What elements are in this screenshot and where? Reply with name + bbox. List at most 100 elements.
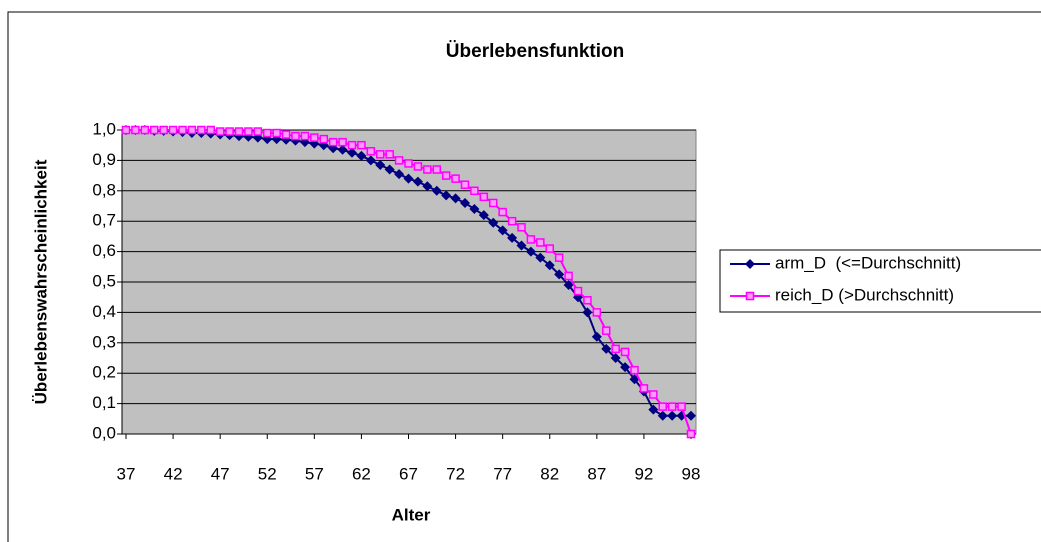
data-point <box>469 204 480 215</box>
y-tick-label: 0,1 <box>92 393 116 412</box>
y-tick-label: 0,8 <box>92 180 116 199</box>
y-tick-label: 0,7 <box>92 211 116 230</box>
data-point <box>544 260 555 271</box>
data-point <box>525 246 536 257</box>
data-point <box>328 137 338 147</box>
legend-marker <box>745 291 755 301</box>
data-point <box>431 185 442 196</box>
data-point <box>591 331 602 342</box>
data-point <box>450 193 461 204</box>
data-point <box>291 131 300 141</box>
data-point <box>168 125 178 135</box>
data-point <box>686 429 696 439</box>
data-point <box>394 169 405 180</box>
data-point <box>178 125 187 135</box>
data-point <box>620 362 631 373</box>
legend-label: arm_D (<=Durchschnitt) <box>775 253 961 272</box>
data-point <box>451 174 460 183</box>
y-tick-label: 0,3 <box>92 332 116 351</box>
y-tick-label: 0,5 <box>92 271 116 290</box>
data-point <box>470 186 479 196</box>
data-point <box>610 353 621 363</box>
data-point <box>611 344 620 354</box>
data-point <box>639 384 649 393</box>
data-point <box>657 410 668 421</box>
data-point <box>497 225 508 236</box>
x-tick-label: 87 <box>587 464 606 483</box>
data-point <box>376 150 385 159</box>
data-point <box>337 144 348 155</box>
data-point <box>554 253 564 262</box>
data-point <box>206 125 215 135</box>
data-point <box>479 192 489 202</box>
y-tick-label: 0,4 <box>92 302 116 321</box>
x-tick-label: 62 <box>352 464 371 483</box>
data-point <box>441 171 451 180</box>
data-point <box>686 410 696 421</box>
data-point <box>366 147 376 156</box>
x-axis-label: Alter <box>392 505 431 524</box>
data-point <box>488 217 499 228</box>
data-point <box>394 156 404 165</box>
legend-label: reich_D (>Durchschnitt) <box>775 285 954 304</box>
data-point <box>413 162 423 171</box>
data-point <box>403 173 414 184</box>
data-point <box>384 164 395 175</box>
legend <box>719 249 1041 313</box>
data-point <box>263 128 272 138</box>
data-point <box>667 410 678 421</box>
data-point <box>385 150 394 159</box>
data-point <box>253 127 263 136</box>
data-point <box>159 125 168 135</box>
data-point <box>602 326 611 335</box>
data-point <box>121 125 131 135</box>
x-tick-label: 37 <box>117 464 136 483</box>
data-point <box>601 343 612 354</box>
data-point <box>517 223 526 232</box>
data-point <box>536 238 545 247</box>
data-point <box>197 125 206 135</box>
data-point <box>460 197 470 208</box>
chart-title: Überlebensfunktion <box>446 41 624 62</box>
data-point <box>244 127 253 136</box>
data-point <box>592 308 602 317</box>
y-tick-label: 0,6 <box>92 241 116 260</box>
data-point <box>630 365 639 375</box>
x-tick-label: 42 <box>164 464 183 483</box>
data-point <box>498 207 507 217</box>
data-point <box>225 127 234 136</box>
data-point <box>667 402 677 411</box>
x-tick-label: 98 <box>682 464 701 483</box>
data-point <box>432 165 441 174</box>
data-point <box>489 198 498 208</box>
data-point <box>131 125 140 135</box>
y-tick-label: 0,0 <box>92 423 116 442</box>
data-point <box>582 307 593 318</box>
data-point <box>563 280 574 291</box>
data-point <box>150 125 159 135</box>
data-point <box>677 402 686 411</box>
x-tick-label: 77 <box>493 464 512 483</box>
data-point <box>573 286 583 296</box>
data-point <box>545 244 554 253</box>
data-point <box>507 232 518 243</box>
data-point <box>535 252 546 263</box>
data-point <box>554 269 565 280</box>
data-point <box>658 402 667 411</box>
data-point <box>187 125 197 135</box>
x-tick-label: 67 <box>399 464 418 483</box>
data-point <box>478 210 489 221</box>
data-point <box>272 128 281 138</box>
data-point <box>423 165 432 174</box>
data-point <box>319 134 328 144</box>
x-tick-label: 82 <box>540 464 559 483</box>
data-point <box>300 131 310 141</box>
data-point <box>365 155 376 166</box>
data-point <box>140 125 150 135</box>
data-point <box>310 133 319 142</box>
data-point <box>460 180 470 189</box>
data-point <box>412 176 423 187</box>
y-axis-label: Überlebenswahrscheinlichkeit <box>31 159 50 404</box>
data-point <box>347 147 357 158</box>
